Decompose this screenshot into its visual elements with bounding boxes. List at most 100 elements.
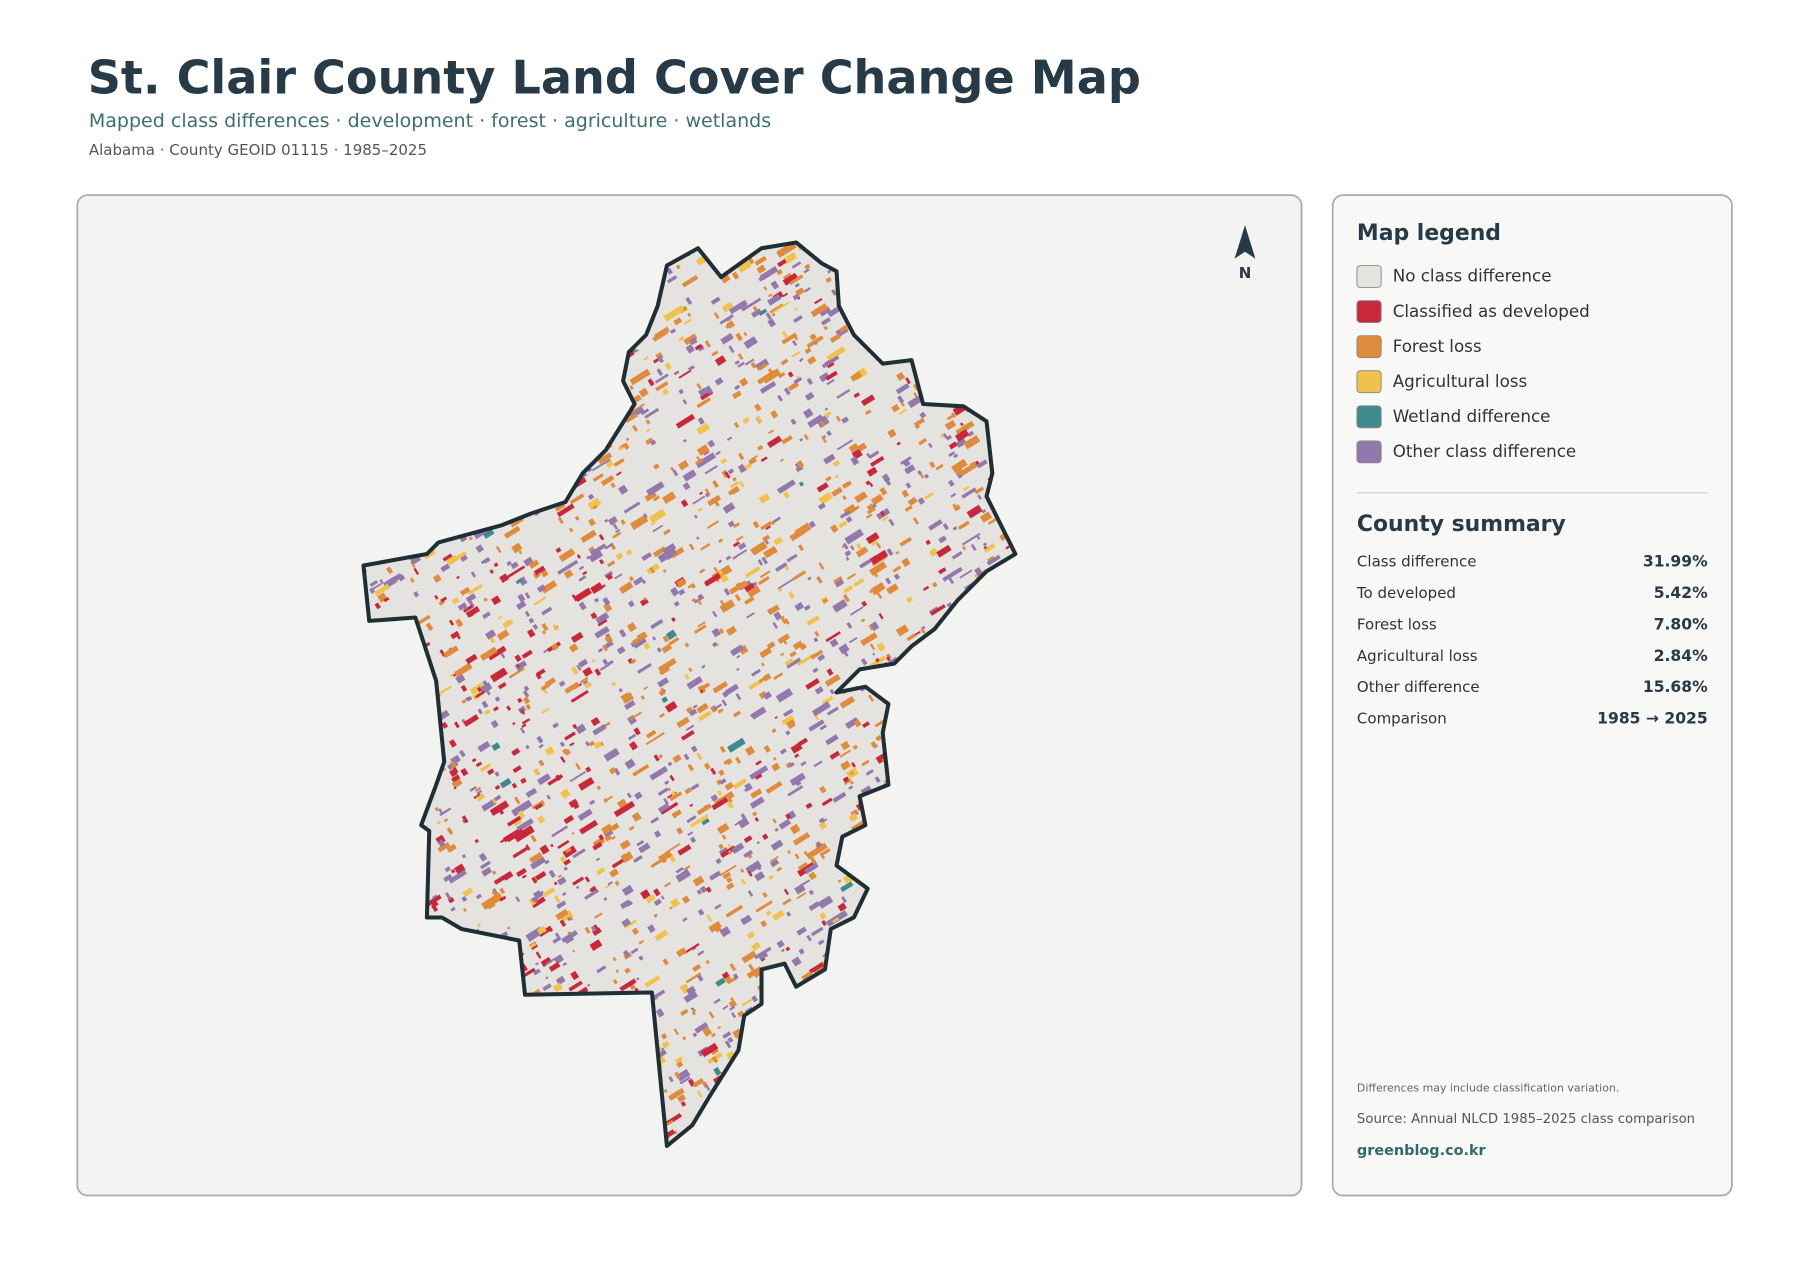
change-patch [512,765,522,774]
change-patch [474,690,485,699]
change-patch [758,951,769,961]
change-patch [983,543,996,553]
change-patch [434,806,440,812]
change-patch [476,789,483,795]
change-patch [462,604,474,613]
change-patch [846,573,857,580]
change-patch [930,604,946,616]
change-patch [584,681,593,689]
change-patch [574,515,580,521]
change-patch [737,361,745,368]
change-patch [714,903,722,910]
change-patch [750,788,763,799]
change-patch [845,516,853,523]
change-patch [448,739,457,748]
change-patch [860,785,872,795]
change-patch [568,643,579,653]
change-patch [793,376,803,385]
change-patch [611,858,625,869]
change-patch [888,518,895,527]
change-patch [857,442,868,452]
change-patch [826,430,832,437]
change-patch [386,566,394,575]
change-patch [724,975,734,985]
change-patch [768,429,774,435]
change-patch [369,587,376,594]
legend-label: Wetland difference [1393,406,1551,426]
change-patch [491,798,497,804]
change-patch [646,481,665,497]
change-patch [692,704,698,709]
change-patch [736,654,741,659]
change-patch [653,754,660,762]
change-patch [734,360,740,365]
change-patch [671,809,682,819]
change-patch [814,297,823,305]
change-patch [817,654,826,662]
change-patch [794,463,801,470]
change-patch [865,513,873,519]
change-patch [817,502,826,510]
change-patch [611,681,617,687]
change-patch [781,948,785,953]
change-patch [928,442,933,449]
change-patch [676,578,687,588]
change-patch [718,559,723,564]
change-patch [849,636,858,644]
change-patch [687,831,694,836]
change-patch [855,546,869,558]
change-patch [737,452,745,461]
change-patch [819,785,827,794]
change-patch [703,450,710,456]
change-patch [741,950,757,964]
change-patch [818,562,825,570]
change-patch [765,312,772,320]
change-patch [730,481,739,489]
change-patch [869,643,876,651]
change-patch [694,514,698,519]
change-patch [772,516,781,524]
change-patch [477,686,482,693]
change-patch [629,711,642,721]
change-patch [598,533,605,541]
change-patch [955,437,967,448]
change-patch [691,1010,696,1016]
change-patch [688,708,698,717]
change-patch [704,492,710,498]
change-patch [895,383,910,395]
change-patch [669,898,681,908]
change-patch [710,1032,716,1038]
change-patch [757,559,764,566]
change-patch [449,768,458,778]
change-patch [696,397,711,409]
change-patch [743,849,754,859]
change-patch [624,758,636,770]
change-patch [530,834,537,843]
change-patch [454,863,466,875]
change-patch [748,963,755,972]
change-patch [790,418,797,425]
change-patch [825,475,832,482]
change-patch [808,719,825,732]
change-patch [511,542,523,554]
change-patch [497,681,507,690]
title: St. Clair County Land Cover Change Map [88,51,1141,105]
change-patch [507,815,522,827]
change-patch [541,801,546,806]
change-patch [799,437,804,442]
change-patch [886,656,891,662]
change-patch [652,546,667,558]
change-patch [840,760,851,771]
change-patch [771,312,776,317]
change-patch [457,602,468,611]
change-patch [896,371,906,381]
change-patch [599,663,610,671]
change-patch [603,897,608,901]
change-patch [875,657,880,663]
change-patch [592,724,607,736]
change-patch [817,939,825,946]
change-patch [946,413,956,421]
change-patch [578,575,587,582]
change-patch [697,1090,703,1098]
change-patch [904,505,913,512]
